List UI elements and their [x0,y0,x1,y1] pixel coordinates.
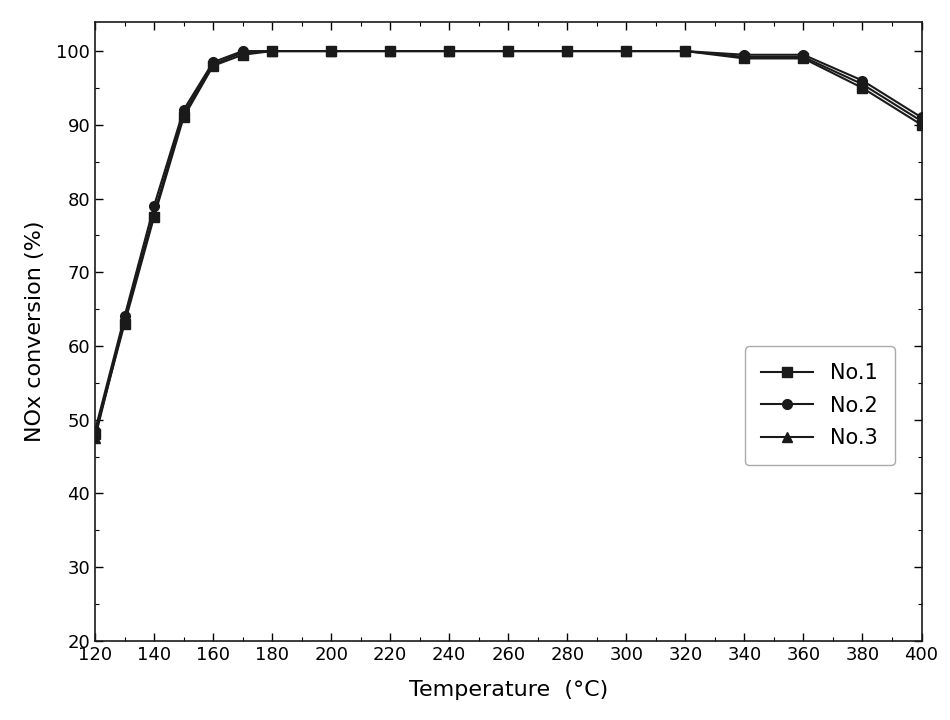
No.3 [237,48,248,57]
No.1 [178,113,189,122]
No.3 [119,316,130,325]
No.2 [620,47,632,55]
No.1 [207,61,218,70]
No.3 [207,60,218,68]
Legend: No.1, No.2, No.3: No.1, No.2, No.3 [745,346,895,464]
No.1 [266,47,277,55]
No.3 [178,109,189,118]
No.1 [119,320,130,328]
No.2 [561,47,573,55]
Line: No.3: No.3 [90,46,926,443]
No.2 [178,106,189,114]
No.2 [148,202,160,210]
No.3 [679,47,691,55]
X-axis label: Temperature  (°C): Temperature (°C) [408,680,608,701]
No.1 [798,54,809,63]
No.3 [89,433,101,442]
No.1 [444,47,455,55]
No.3 [266,47,277,55]
No.1 [916,120,927,129]
No.3 [326,47,337,55]
No.1 [385,47,396,55]
No.2 [119,312,130,321]
No.1 [561,47,573,55]
No.2 [385,47,396,55]
No.2 [503,47,514,55]
No.3 [739,53,750,61]
Line: No.1: No.1 [90,46,926,439]
No.2 [89,426,101,435]
No.2 [237,47,248,55]
No.2 [207,58,218,66]
No.1 [620,47,632,55]
No.3 [916,117,927,125]
No.2 [916,113,927,122]
No.3 [798,53,809,61]
No.1 [148,212,160,221]
No.2 [679,47,691,55]
No.1 [739,54,750,63]
No.2 [444,47,455,55]
No.3 [620,47,632,55]
No.2 [857,76,868,85]
No.1 [326,47,337,55]
Line: No.2: No.2 [90,46,926,436]
No.1 [89,430,101,438]
No.3 [385,47,396,55]
No.1 [503,47,514,55]
No.3 [444,47,455,55]
No.2 [798,50,809,59]
No.1 [237,50,248,59]
No.2 [739,50,750,59]
No.3 [148,209,160,217]
No.2 [326,47,337,55]
No.2 [266,47,277,55]
No.3 [503,47,514,55]
No.3 [857,80,868,89]
No.1 [679,47,691,55]
No.1 [857,84,868,92]
Y-axis label: NOx conversion (%): NOx conversion (%) [25,220,46,442]
No.3 [561,47,573,55]
